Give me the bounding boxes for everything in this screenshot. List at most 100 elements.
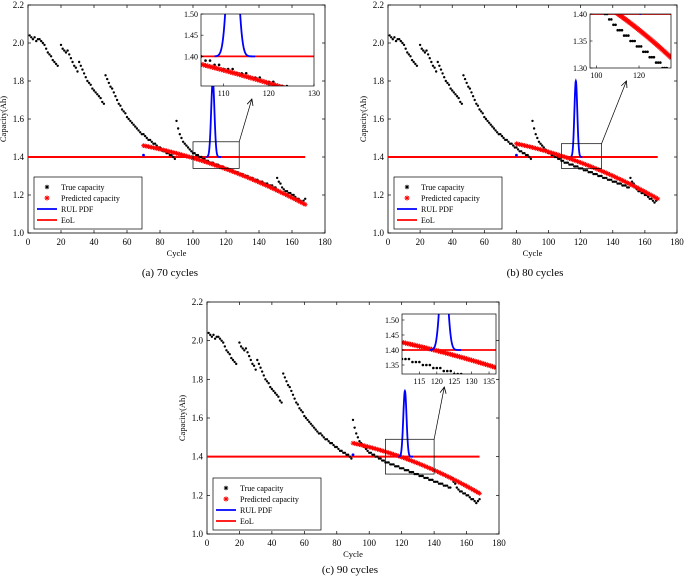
true-capacity-point	[68, 53, 71, 56]
true-capacity-point	[343, 451, 347, 454]
x-tick-label: 160	[460, 538, 474, 548]
inset-true-point	[421, 363, 425, 367]
true-capacity-point	[540, 144, 544, 147]
true-capacity-point	[576, 165, 579, 168]
inset-true-point	[495, 385, 498, 388]
inset-true-point	[612, 23, 615, 27]
true-capacity-point	[130, 121, 134, 125]
true-capacity-point	[117, 102, 120, 106]
predicted-capacity-point	[620, 177, 625, 183]
true-capacity-point	[505, 138, 509, 142]
predicted-capacity-point	[562, 154, 568, 160]
inset-predicted-point	[477, 360, 483, 366]
predicted-capacity-point	[563, 155, 569, 160]
inset-predicted-point	[469, 357, 475, 363]
true-capacity-point	[277, 395, 280, 398]
predicted-capacity-point	[434, 469, 440, 475]
zoom-box	[561, 143, 602, 169]
inset-true-point	[654, 61, 658, 64]
predicted-capacity-point	[441, 472, 447, 478]
inset-plot-area	[402, 314, 498, 388]
inset-predicted-point	[598, 0, 603, 5]
inset-predicted-point	[594, 0, 599, 2]
x-tick-label: 120	[395, 538, 409, 548]
true-capacity-point	[104, 74, 107, 77]
true-capacity-point	[394, 39, 398, 43]
true-capacity-point	[393, 36, 396, 39]
true-capacity-point	[510, 142, 513, 145]
true-capacity-point	[223, 345, 227, 348]
y-tick-label: 2.0	[192, 336, 204, 346]
predicted-capacity-point	[631, 183, 637, 189]
predicted-capacity-point	[648, 192, 654, 198]
true-capacity-point	[243, 349, 246, 352]
inset-predicted-point	[446, 351, 452, 357]
predicted-capacity-point	[533, 145, 539, 151]
rul-pdf-curve	[206, 78, 222, 158]
true-capacity-point	[254, 368, 257, 371]
predicted-capacity-point	[212, 162, 217, 168]
true-capacity-point	[481, 112, 484, 115]
true-capacity-point	[115, 98, 119, 102]
predicted-capacity-point	[636, 185, 641, 191]
predicted-capacity-point	[549, 150, 555, 156]
x-tick-label: 100	[542, 237, 556, 247]
predicted-capacity-point	[400, 455, 406, 461]
predicted-capacity-point	[581, 161, 587, 167]
true-capacity-point	[134, 125, 137, 128]
true-capacity-point	[35, 39, 38, 43]
predicted-capacity-point	[276, 188, 282, 194]
inset-predicted-point	[248, 75, 254, 81]
legend-true-marker	[404, 184, 410, 190]
true-capacity-point	[28, 34, 31, 37]
predicted-capacity-point	[217, 164, 222, 170]
inset-predicted-point	[211, 65, 218, 71]
true-capacity-point	[36, 38, 40, 41]
true-capacity-point	[81, 68, 84, 71]
y-tick-label: 1.0	[13, 228, 25, 238]
true-capacity-point	[319, 432, 322, 435]
true-capacity-point	[139, 131, 142, 134]
true-capacity-point	[426, 53, 430, 56]
predicted-capacity-point	[373, 446, 379, 452]
predicted-capacity-point	[413, 460, 419, 466]
true-capacity-point	[335, 445, 338, 449]
predicted-capacity-point	[236, 171, 242, 177]
true-capacity-point	[284, 190, 287, 193]
zoom-arrow-head	[246, 98, 254, 106]
predicted-capacity-point	[449, 476, 455, 481]
true-capacity-point	[79, 64, 83, 68]
predicted-capacity-point	[446, 474, 452, 480]
predicted-capacity-point	[423, 464, 429, 470]
predicted-capacity-point	[605, 171, 611, 177]
true-capacity-point	[44, 47, 48, 50]
true-capacity-point	[244, 347, 248, 350]
inset-x-tick-label: 115	[414, 377, 426, 386]
inset-true-point	[599, 7, 602, 10]
true-capacity-point	[431, 64, 435, 68]
predicted-capacity-point	[283, 192, 288, 197]
predicted-capacity-point	[552, 151, 558, 157]
true-capacity-point	[457, 96, 460, 100]
inset-predicted-point	[593, 0, 598, 1]
true-capacity-point	[523, 152, 526, 155]
true-capacity-point	[406, 469, 410, 472]
true-capacity-point	[233, 360, 236, 364]
predicted-capacity-point	[264, 183, 270, 189]
x-tick-label: 80	[156, 237, 166, 247]
true-capacity-point	[486, 119, 489, 123]
inset-predicted-point	[470, 358, 476, 364]
true-capacity-point	[512, 144, 515, 147]
true-capacity-point	[452, 91, 456, 94]
true-capacity-point	[209, 333, 212, 337]
true-capacity-point	[423, 51, 427, 54]
predicted-capacity-point	[436, 469, 442, 475]
true-capacity-point	[316, 430, 319, 433]
predicted-capacity-point	[251, 177, 257, 183]
x-tick-label: 180	[318, 237, 332, 247]
inset-true-point	[656, 61, 660, 64]
inset-predicted-point	[603, 3, 608, 8]
true-capacity-point	[186, 146, 190, 149]
true-capacity-point	[273, 391, 277, 395]
true-capacity-point	[145, 136, 148, 140]
